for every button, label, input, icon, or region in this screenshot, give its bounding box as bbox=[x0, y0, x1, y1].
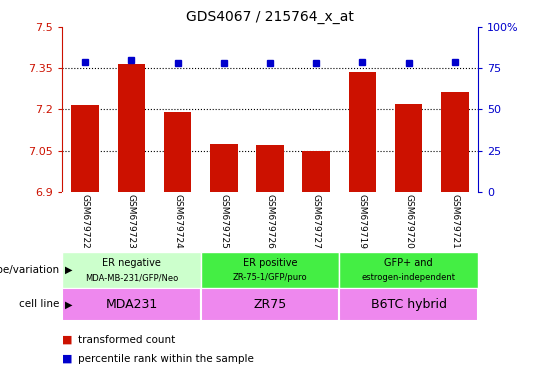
Text: GSM679725: GSM679725 bbox=[219, 194, 228, 249]
Text: ■: ■ bbox=[62, 354, 72, 364]
Bar bbox=[62, 252, 201, 288]
Bar bbox=[118, 64, 145, 192]
Bar bbox=[164, 112, 192, 192]
Bar bbox=[348, 72, 376, 192]
Text: ER negative: ER negative bbox=[102, 258, 161, 268]
Bar bbox=[62, 288, 201, 321]
Bar bbox=[339, 252, 478, 288]
Text: GSM679720: GSM679720 bbox=[404, 194, 413, 249]
Text: ER positive: ER positive bbox=[243, 258, 297, 268]
Text: GFP+ and: GFP+ and bbox=[384, 258, 433, 268]
Bar bbox=[256, 145, 284, 192]
Bar bbox=[71, 105, 99, 192]
Text: MDA231: MDA231 bbox=[105, 298, 158, 311]
Bar bbox=[395, 104, 422, 192]
Bar bbox=[201, 252, 339, 288]
Text: ZR-75-1/GFP/puro: ZR-75-1/GFP/puro bbox=[233, 273, 307, 282]
Text: genotype/variation: genotype/variation bbox=[0, 265, 59, 275]
Text: GSM679726: GSM679726 bbox=[266, 194, 274, 249]
Text: GSM679719: GSM679719 bbox=[358, 194, 367, 249]
Text: transformed count: transformed count bbox=[78, 335, 176, 345]
Text: ZR75: ZR75 bbox=[253, 298, 287, 311]
Text: cell line: cell line bbox=[19, 299, 59, 310]
Text: B6TC hybrid: B6TC hybrid bbox=[370, 298, 447, 311]
Bar bbox=[441, 91, 469, 192]
Text: GSM679722: GSM679722 bbox=[80, 194, 90, 248]
Text: GSM679724: GSM679724 bbox=[173, 194, 182, 248]
Text: estrogen-independent: estrogen-independent bbox=[362, 273, 456, 282]
Bar bbox=[210, 144, 238, 192]
Bar bbox=[201, 288, 339, 321]
Text: GSM679723: GSM679723 bbox=[127, 194, 136, 249]
Title: GDS4067 / 215764_x_at: GDS4067 / 215764_x_at bbox=[186, 10, 354, 25]
Text: ■: ■ bbox=[62, 335, 72, 345]
Text: percentile rank within the sample: percentile rank within the sample bbox=[78, 354, 254, 364]
Bar bbox=[302, 151, 330, 192]
Text: MDA-MB-231/GFP/Neo: MDA-MB-231/GFP/Neo bbox=[85, 273, 178, 282]
Bar bbox=[339, 288, 478, 321]
Text: ▶: ▶ bbox=[65, 299, 72, 310]
Text: GSM679721: GSM679721 bbox=[450, 194, 460, 249]
Text: GSM679727: GSM679727 bbox=[312, 194, 321, 249]
Text: ▶: ▶ bbox=[65, 265, 72, 275]
